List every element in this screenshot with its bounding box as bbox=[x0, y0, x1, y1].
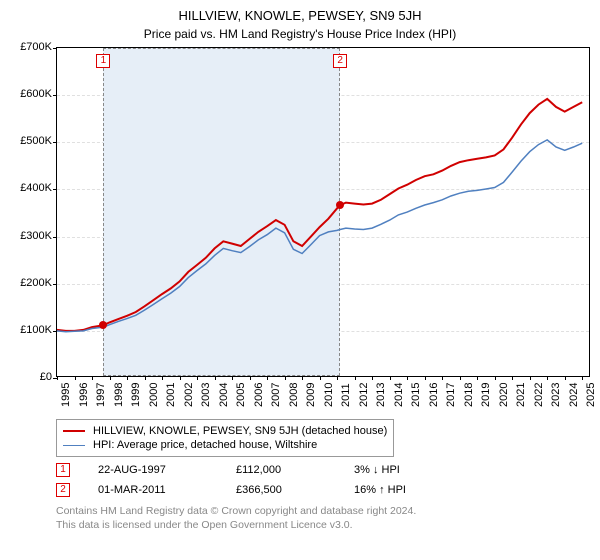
chart-plot-area: 12 bbox=[56, 47, 590, 377]
legend-item: HILLVIEW, KNOWLE, PEWSEY, SN9 5JH (detac… bbox=[63, 424, 387, 438]
x-axis-label: 2020 bbox=[498, 383, 510, 407]
x-axis-label: 2023 bbox=[550, 383, 562, 407]
chart-subtitle: Price paid vs. HM Land Registry's House … bbox=[10, 27, 590, 41]
sale-event-delta: 16% ↑ HPI bbox=[354, 484, 406, 496]
sale-event-date: 01-MAR-2011 bbox=[98, 484, 208, 496]
y-axis-label: £200K bbox=[8, 277, 52, 289]
sale-event-price: £366,500 bbox=[236, 484, 326, 496]
sale-marker-dot bbox=[336, 201, 344, 209]
x-axis-label: 1999 bbox=[130, 383, 142, 407]
sale-marker-label: 1 bbox=[96, 54, 110, 68]
legend: HILLVIEW, KNOWLE, PEWSEY, SN9 5JH (detac… bbox=[56, 419, 394, 457]
y-axis-label: £700K bbox=[8, 41, 52, 53]
x-axis-label: 2014 bbox=[393, 383, 405, 407]
legend-item: HPI: Average price, detached house, Wilt… bbox=[63, 438, 387, 452]
x-axis-label: 2002 bbox=[183, 383, 195, 407]
y-axis-label: £500K bbox=[8, 135, 52, 147]
sale-event-delta: 3% ↓ HPI bbox=[354, 464, 400, 476]
footnote: Contains HM Land Registry data © Crown c… bbox=[56, 505, 590, 532]
x-axis-label: 2010 bbox=[323, 383, 335, 407]
series-line bbox=[57, 140, 582, 332]
x-axis-label: 2019 bbox=[480, 383, 492, 407]
sale-event-row: 1 22-AUG-1997 £112,000 3% ↓ HPI bbox=[56, 463, 590, 477]
x-axis-label: 2012 bbox=[358, 383, 370, 407]
x-axis-label: 2025 bbox=[585, 383, 597, 407]
x-axis-label: 2015 bbox=[410, 383, 422, 407]
sale-event-price: £112,000 bbox=[236, 464, 326, 476]
x-axis-label: 2005 bbox=[235, 383, 247, 407]
x-axis-label: 2011 bbox=[340, 383, 352, 407]
x-axis-label: 2018 bbox=[463, 383, 475, 407]
sale-event-row: 2 01-MAR-2011 £366,500 16% ↑ HPI bbox=[56, 483, 590, 497]
x-axis-label: 2017 bbox=[445, 383, 457, 407]
y-axis-label: £600K bbox=[8, 88, 52, 100]
x-axis-label: 2008 bbox=[288, 383, 300, 407]
x-axis-label: 1998 bbox=[113, 383, 125, 407]
sale-event-marker: 1 bbox=[56, 463, 70, 477]
y-axis-label: £0 bbox=[8, 371, 52, 383]
sale-marker-label: 2 bbox=[333, 54, 347, 68]
footnote-line: This data is licensed under the Open Gov… bbox=[56, 519, 590, 533]
x-axis-label: 2006 bbox=[253, 383, 265, 407]
x-axis-label: 2021 bbox=[515, 383, 527, 407]
chart-title: HILLVIEW, KNOWLE, PEWSEY, SN9 5JH bbox=[10, 8, 590, 23]
x-axis-label: 2001 bbox=[165, 383, 177, 407]
x-axis-label: 2013 bbox=[375, 383, 387, 407]
sale-marker-dot bbox=[99, 321, 107, 329]
legend-label: HPI: Average price, detached house, Wilt… bbox=[93, 439, 317, 451]
y-axis-label: £300K bbox=[8, 230, 52, 242]
x-axis-label: 2000 bbox=[148, 383, 160, 407]
x-axis-label: 2016 bbox=[428, 383, 440, 407]
y-axis-label: £400K bbox=[8, 182, 52, 194]
x-axis-label: 2022 bbox=[533, 383, 545, 407]
x-axis-label: 2004 bbox=[218, 383, 230, 407]
x-axis-label: 1995 bbox=[60, 383, 72, 407]
x-axis-label: 2007 bbox=[270, 383, 282, 407]
x-axis-label: 2003 bbox=[200, 383, 212, 407]
series-line bbox=[57, 99, 582, 331]
x-axis-label: 1997 bbox=[95, 383, 107, 407]
legend-label: HILLVIEW, KNOWLE, PEWSEY, SN9 5JH (detac… bbox=[93, 425, 387, 437]
x-axis-label: 1996 bbox=[78, 383, 90, 407]
x-axis-label: 2024 bbox=[568, 383, 580, 407]
legend-swatch bbox=[63, 430, 85, 432]
sale-event-marker: 2 bbox=[56, 483, 70, 497]
y-axis-label: £100K bbox=[8, 324, 52, 336]
sale-event-date: 22-AUG-1997 bbox=[98, 464, 208, 476]
footnote-line: Contains HM Land Registry data © Crown c… bbox=[56, 505, 590, 519]
x-axis-label: 2009 bbox=[305, 383, 317, 407]
legend-swatch bbox=[63, 445, 85, 446]
